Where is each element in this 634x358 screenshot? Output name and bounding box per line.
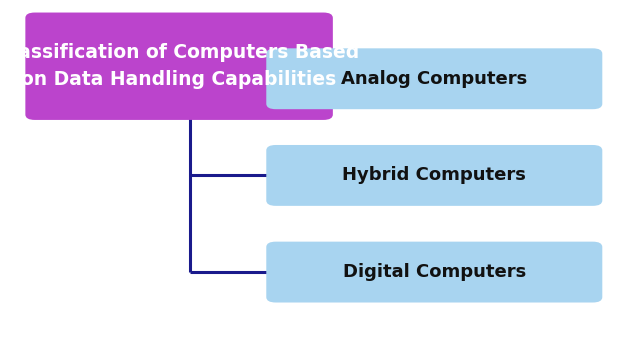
FancyBboxPatch shape — [266, 145, 602, 206]
Text: Classification of Computers Based
on Data Handling Capabilities: Classification of Computers Based on Dat… — [0, 43, 359, 89]
Text: Analog Computers: Analog Computers — [341, 70, 527, 88]
FancyBboxPatch shape — [266, 48, 602, 109]
FancyBboxPatch shape — [25, 13, 333, 120]
FancyBboxPatch shape — [266, 242, 602, 303]
Text: Digital Computers: Digital Computers — [342, 263, 526, 281]
Text: Hybrid Computers: Hybrid Computers — [342, 166, 526, 184]
